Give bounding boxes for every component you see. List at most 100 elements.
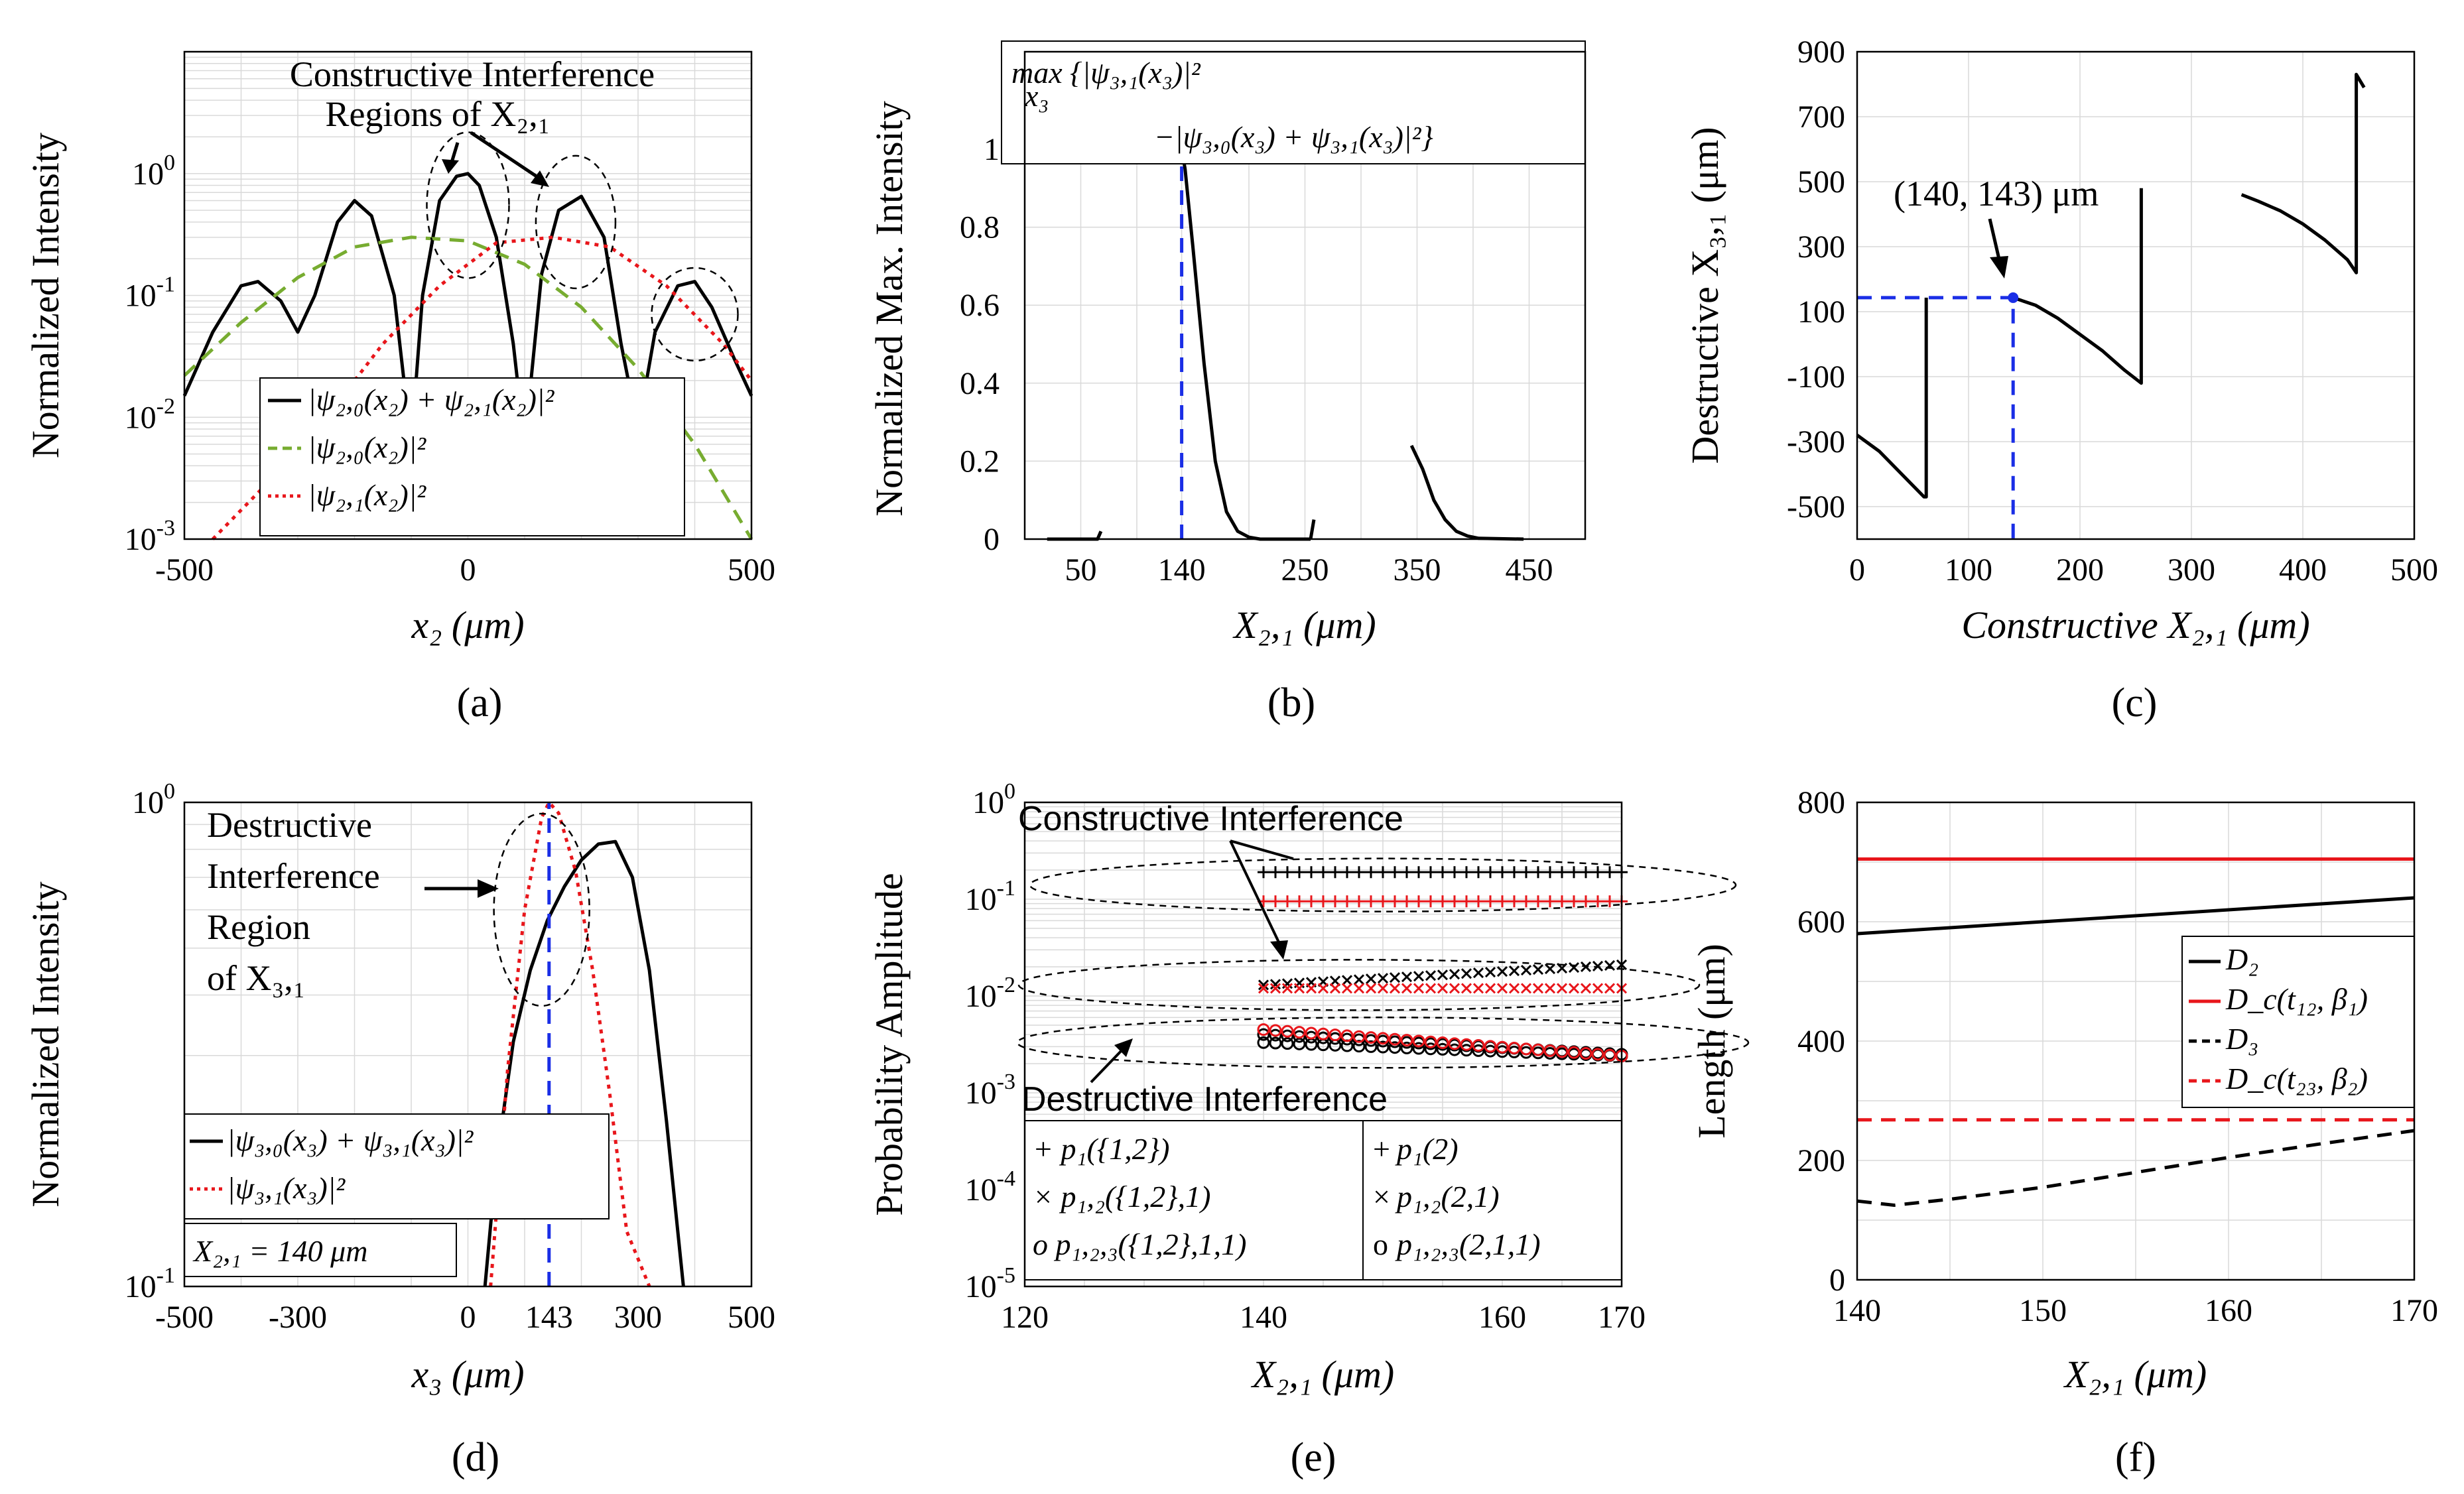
legend-label: D_c(t₁₂, β₁) [2225,982,2368,1016]
data-marker [1329,983,1341,994]
legend-marker: × [1373,1180,1390,1214]
data-marker [1425,983,1437,994]
highlight-ellipse [1029,857,1737,912]
legend-label: × p₁,₂({1,2},1) [1033,1180,1210,1214]
y-tick-label: 400 [1797,1024,1845,1059]
data-marker [1484,967,1496,978]
data-marker [1376,1032,1390,1045]
panel-caption: (c) [2112,680,2158,725]
data-marker [1448,1037,1461,1050]
data-marker [1269,1036,1282,1050]
y-axis-label: Destructive X₃,₁ (μm) [1683,127,1726,464]
highlight-ellipse [1017,959,1701,1011]
panel-e: 120 140 160 170 10-5 10-4 10-3 10-2 10-1 100Const… [868,779,1750,1480]
note-box [184,1223,457,1277]
data-marker [1472,1044,1485,1057]
x-tick-label: -500 [155,552,214,588]
series-line [2240,72,2366,275]
x-axis-label: Constructive X₂,₁ (μm) [1961,603,2309,647]
data-marker [1508,866,1520,879]
data-marker [1376,1040,1390,1054]
series-line [1409,444,1524,541]
x-tick-label: 0 [460,1300,476,1335]
data-marker [1484,983,1496,994]
panel-f: 140 150 160 170 0 200 400 600 800 D₂ D_c(t₁₂, β₁) D… [1690,785,2438,1480]
data-marker [1257,1028,1270,1041]
annotation-line: Destructive [207,805,372,845]
data-marker [1472,983,1484,994]
data-marker [1520,964,1532,976]
x-tick-label: 400 [2279,552,2327,588]
data-marker [1269,1024,1282,1037]
data-marker [1257,1036,1270,1049]
y-tick-label: 0.2 [960,444,1000,479]
annotation-arrow [1229,840,1281,946]
panel-caption: (f) [2115,1435,2156,1480]
highlight-circle [426,131,510,279]
data-marker [1341,895,1353,908]
data-marker [1293,866,1305,879]
arrow-head [531,170,549,187]
y-tick-label: 10-1 [965,876,1015,917]
data-marker [1412,1042,1425,1055]
legend-label: |ψ₂,₁(x₂)|² [308,478,426,512]
data-marker [1520,983,1532,994]
x-tick-label: 500 [728,552,775,588]
series-line [1180,149,1311,541]
data-marker [1496,983,1508,994]
data-marker [1305,983,1317,994]
data-marker [1377,866,1389,879]
data-marker [1543,1044,1557,1058]
plot-frame [1856,801,2416,1281]
y-tick-label: 10-1 [125,1263,175,1304]
legend-label: D_c(t₂₃, β₂) [2225,1062,2368,1095]
data-marker [1580,866,1592,879]
data-marker [1329,866,1341,879]
data-marker [1568,866,1580,879]
data-marker [1389,895,1401,908]
data-marker [1436,1036,1449,1050]
data-marker [1281,866,1293,879]
data-marker [1413,895,1425,908]
series-line [182,172,753,446]
data-marker [1520,866,1532,879]
data-marker [1353,895,1365,908]
annotation-arrow [1230,840,1294,860]
data-marker [1555,1045,1569,1058]
highlight-point [2008,292,2019,303]
y-tick-label: -100 [1787,359,1845,395]
data-marker [1413,983,1425,994]
data-marker [1460,968,1472,979]
plot-frame [183,801,753,1288]
legend-box [184,1113,610,1219]
plot-frame [183,50,753,540]
data-marker [1520,895,1532,908]
series-line [483,840,685,1287]
x-axis-label: x₂ (μm) [411,603,524,647]
data-marker [1425,970,1437,981]
x-axis-label: X₂,₁ (μm) [1251,1353,1394,1396]
y-tick-label: 200 [1797,1143,1845,1178]
x-tick-label: 0 [460,552,476,588]
data-marker [1532,866,1544,879]
x-tick-label: 500 [728,1300,775,1335]
x-tick-label: 160 [2205,1293,2252,1328]
data-marker [1460,866,1472,879]
data-marker [1579,1047,1592,1060]
legend-label: D₂ [2225,942,2258,976]
legend-box [1001,40,1586,164]
data-marker [1460,983,1472,994]
data-marker [1460,1038,1473,1051]
data-marker [1341,983,1353,994]
panel-a: -500 0 500 10-3 10-2 10-1 100 Constructive Inte… [24,50,775,725]
series-line [2012,188,2143,385]
data-marker [1436,1042,1449,1056]
data-marker [1353,866,1365,879]
data-marker [1413,971,1425,982]
data-marker [1425,866,1437,879]
series-line [1856,297,1928,499]
data-marker [1603,1048,1616,1062]
data-marker [1365,983,1377,994]
y-tick-label: -500 [1787,489,1845,525]
y-tick-label: 100 [1797,294,1845,330]
